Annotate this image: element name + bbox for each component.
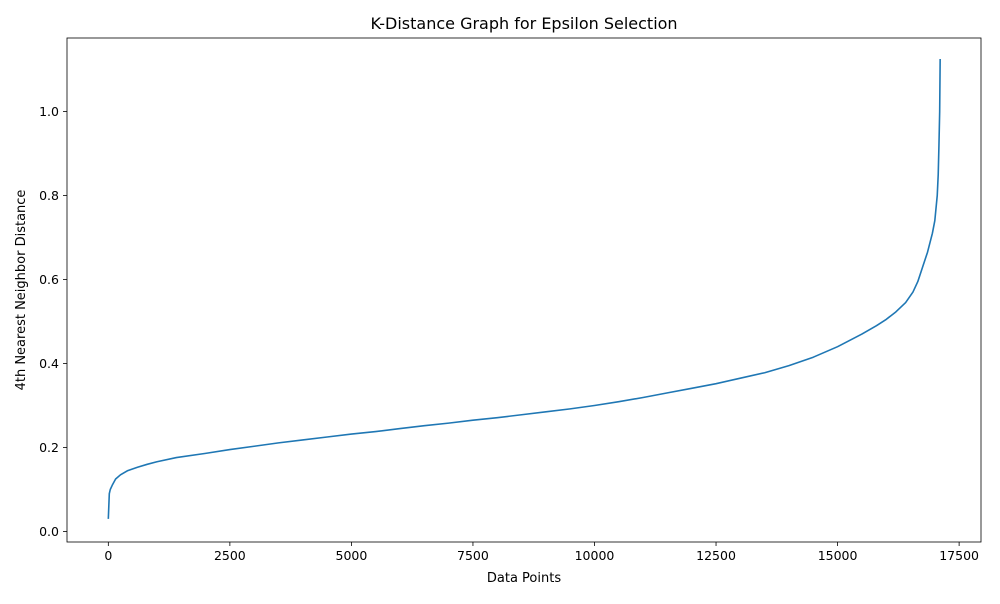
y-axis-label: 4th Nearest Neighbor Distance: [14, 190, 29, 391]
y-tick-label: 0.8: [39, 188, 59, 203]
y-tick-label: 0.0: [39, 524, 59, 539]
x-tick-label: 7500: [457, 548, 489, 563]
axes-frame: [66, 37, 982, 543]
y-tick-label: 0.4: [39, 356, 59, 371]
x-tick-label: 5000: [336, 548, 368, 563]
y-axis-ticks: 0.0 0.2 0.4 0.6 0.8 1.0: [39, 104, 67, 539]
x-tick-label: 12500: [696, 548, 736, 563]
x-axis-label: Data Points: [487, 571, 561, 586]
chart-title: K-Distance Graph for Epsilon Selection: [370, 14, 677, 33]
plot-area: [66, 37, 982, 543]
x-tick-label: 2500: [214, 548, 246, 563]
x-tick-label: 17500: [939, 548, 979, 563]
line-layer: [107, 58, 941, 519]
x-axis-ticks: 0 2500 5000 7500 10000 12500 15000 17500: [104, 542, 979, 563]
series-line-0: [107, 58, 941, 519]
x-tick-label: 10000: [575, 548, 615, 563]
y-tick-label: 1.0: [39, 104, 59, 119]
x-tick-label: 0: [104, 548, 112, 563]
y-tick-label: 0.6: [39, 272, 59, 287]
x-tick-label: 15000: [818, 548, 858, 563]
y-tick-label: 0.2: [39, 440, 59, 455]
